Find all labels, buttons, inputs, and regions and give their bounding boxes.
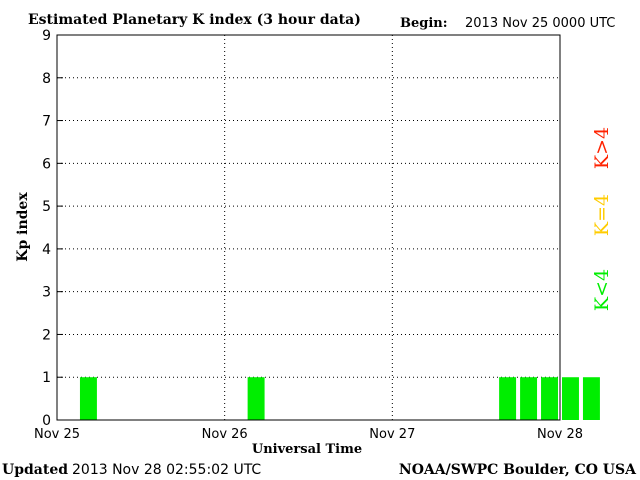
plot-border [56,34,561,421]
kp-bar [499,377,517,420]
legend: K<4 K=4 K>4 [591,127,613,311]
legend-item: K<4 [591,269,613,311]
x-tick-label: Nov 26 [202,427,248,442]
x-tick-label: Nov 25 [34,427,80,442]
x-tick-label: Nov 27 [369,427,415,442]
credit-text: NOAA/SWPC Boulder, CO USA [399,462,637,478]
kp-bar [79,377,97,420]
grid-lines [57,34,560,420]
y-tick-label: 1 [42,370,51,386]
kp-bar [247,377,265,420]
x-axis-ticks: Nov 25 Nov 26 Nov 27 Nov 28 [34,427,583,442]
y-tick-label: 8 [42,71,51,87]
plot-frame [56,34,561,421]
legend-item: K>4 [591,127,613,169]
y-tick-label: 0 [42,413,51,429]
y-tick-label: 9 [42,28,51,44]
chart-title: Estimated Planetary K index (3 hour data… [28,12,361,28]
y-tick-label: 5 [42,199,51,215]
kp-bar [541,377,558,420]
begin-label: Begin: [400,16,448,31]
begin-value: 2013 Nov 25 0000 UTC [465,16,615,31]
updated-label: Updated [2,462,68,478]
y-axis-label: Kp index [15,192,31,262]
y-axis-ticks: 0 1 2 3 4 5 6 7 8 9 [42,28,63,429]
y-tick-label: 2 [42,327,51,343]
y-tick-label: 3 [42,285,51,301]
kp-bar [582,377,600,420]
x-tick-label: Nov 28 [537,427,583,442]
kp-bar [562,377,579,420]
y-tick-label: 4 [42,242,51,258]
bars-group [79,377,600,420]
updated-value: 2013 Nov 28 02:55:02 UTC [72,462,261,478]
x-axis-label: Universal Time [252,442,362,457]
y-tick-label: 6 [42,156,51,172]
kp-bar [520,377,538,420]
y-tick-label: 7 [42,114,51,130]
legend-item: K=4 [591,194,613,236]
